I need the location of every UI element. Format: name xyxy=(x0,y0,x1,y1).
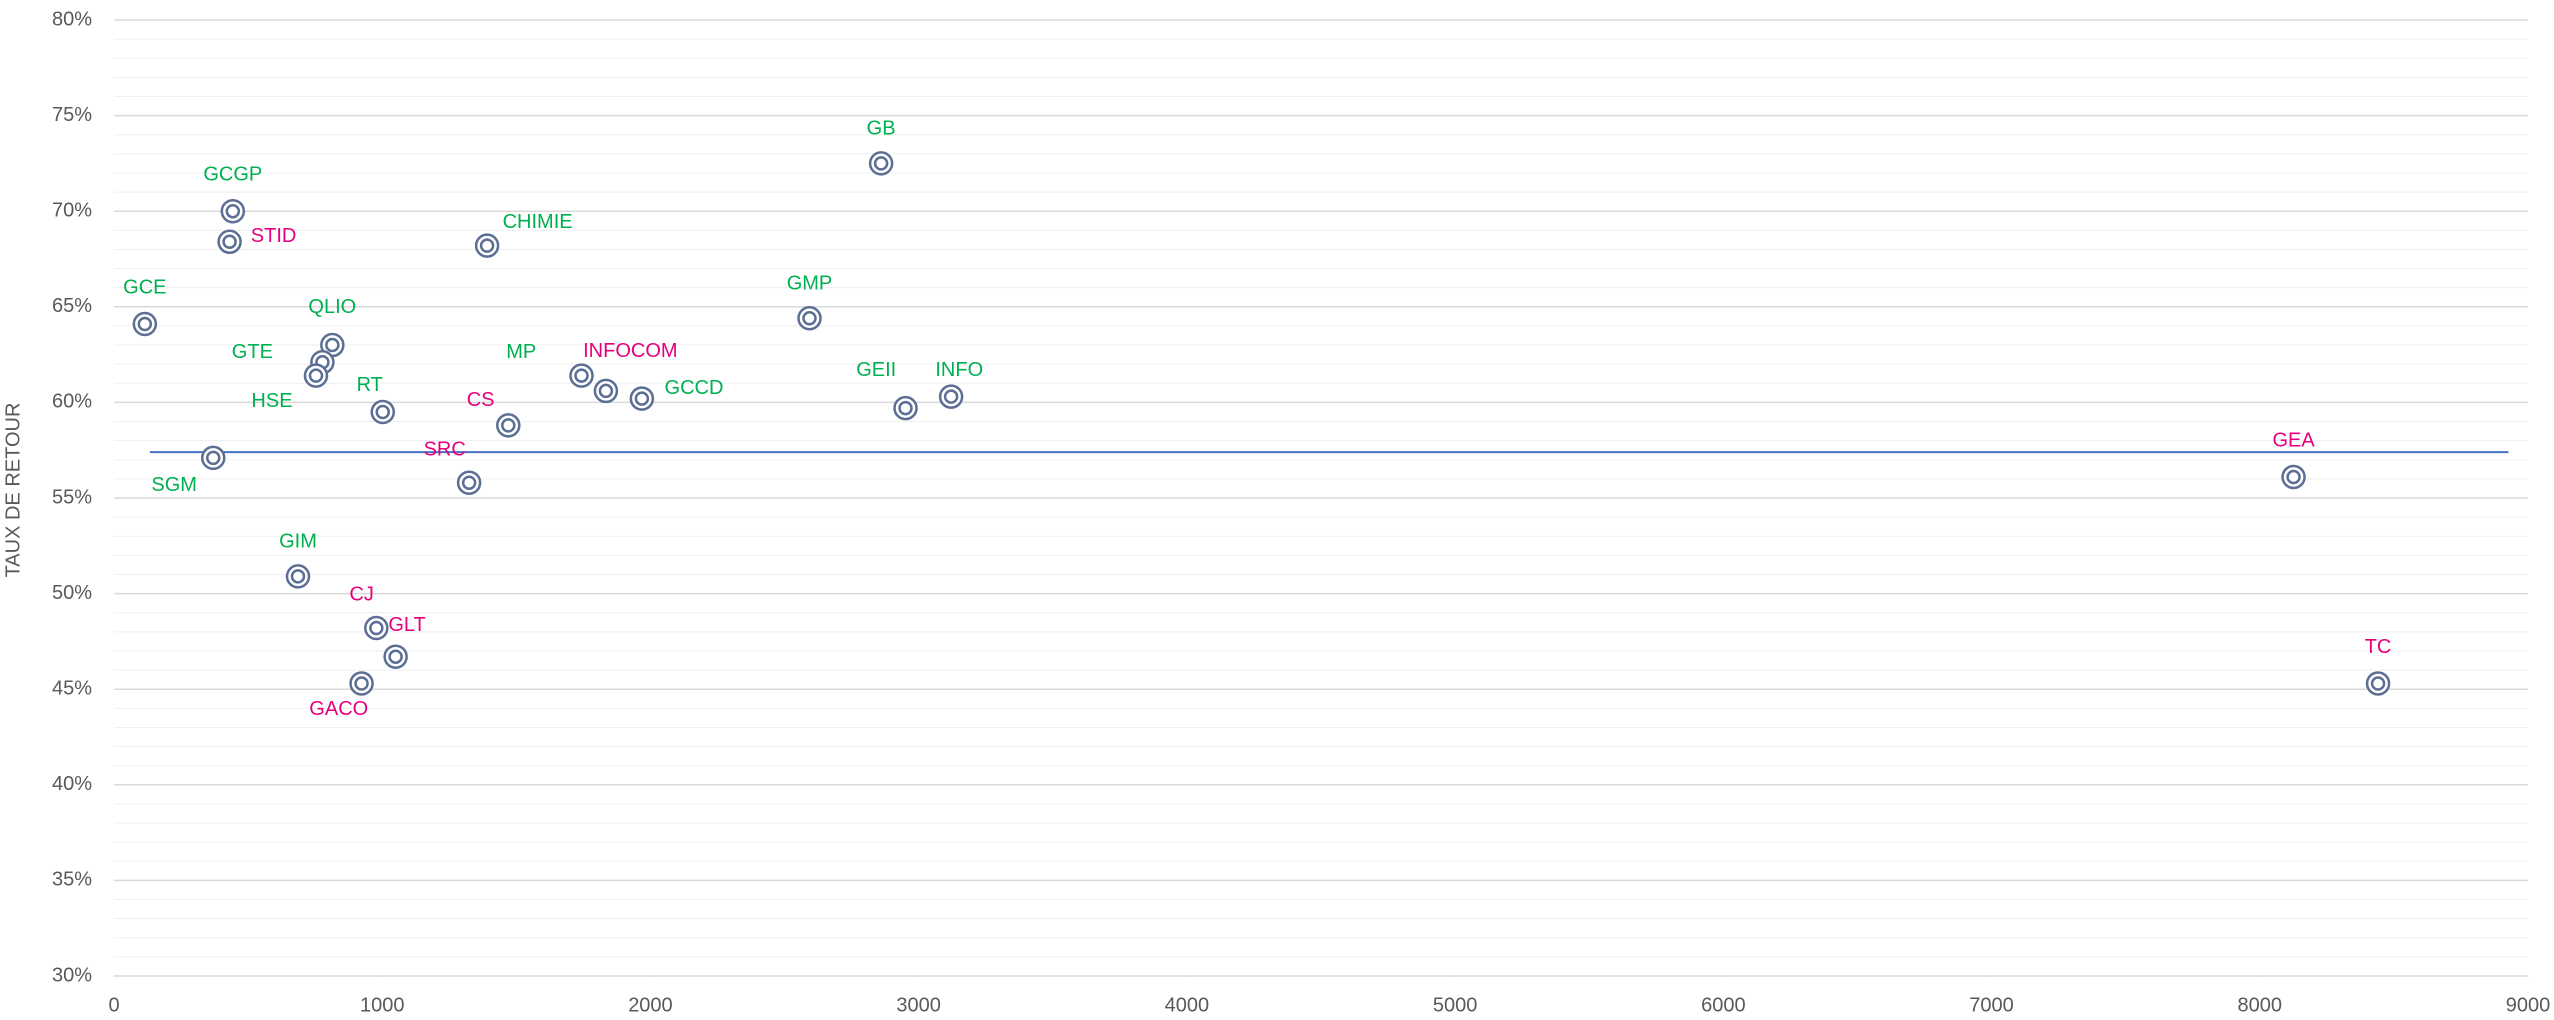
point-inner xyxy=(461,475,477,490)
point-inner xyxy=(290,569,306,584)
point xyxy=(220,198,246,224)
point-inner xyxy=(943,389,959,404)
point-label: STID xyxy=(251,225,297,247)
x-tick-label: 1000 xyxy=(360,994,405,1016)
y-tick-label: 70% xyxy=(52,199,92,221)
point-label: CHIMIE xyxy=(503,211,573,233)
point-label: RT xyxy=(357,374,383,396)
x-tick-label: 8000 xyxy=(2238,994,2283,1016)
point xyxy=(285,564,311,589)
point-inner xyxy=(308,368,324,383)
point-inner xyxy=(222,234,237,250)
y-tick-label: 30% xyxy=(52,964,92,986)
point-label: GB xyxy=(867,117,896,139)
point-inner xyxy=(137,316,153,332)
point xyxy=(797,306,822,331)
point-label: GACO xyxy=(309,698,368,720)
x-tick-label: 2000 xyxy=(628,994,673,1016)
point-label: GEA xyxy=(2272,429,2315,451)
point-label: GCCD xyxy=(665,377,724,399)
point-inner xyxy=(479,238,495,253)
point xyxy=(132,311,158,337)
x-tick-label: 9000 xyxy=(2506,994,2551,1016)
point-inner xyxy=(598,383,614,399)
point-inner xyxy=(354,676,369,691)
point xyxy=(868,151,894,176)
point xyxy=(200,445,226,471)
point-inner xyxy=(501,418,516,433)
x-tick-label: 0 xyxy=(108,994,119,1016)
point-label: SRC xyxy=(424,438,466,460)
x-tick-label: 3000 xyxy=(896,994,941,1016)
point-label: CS xyxy=(467,389,495,411)
point xyxy=(364,615,389,641)
point-label: INFOCOM xyxy=(583,340,677,362)
point xyxy=(2281,464,2306,490)
x-tick-label: 5000 xyxy=(1433,994,1478,1016)
point xyxy=(938,384,964,409)
point-inner xyxy=(2286,469,2301,485)
x-tick-label: 7000 xyxy=(1969,994,2014,1016)
y-axis-label: TAUX DE RETOUR xyxy=(2,403,24,578)
point-label: SGM xyxy=(151,474,197,496)
point-inner xyxy=(375,404,391,420)
point xyxy=(893,395,918,421)
point-label: GLT xyxy=(388,614,425,636)
point-label: GCGP xyxy=(203,164,262,186)
point-label: GMP xyxy=(787,272,833,294)
point-label: GIM xyxy=(279,530,317,552)
point xyxy=(303,363,329,388)
point-label: GCE xyxy=(123,276,166,298)
point-inner xyxy=(388,649,403,664)
point-inner xyxy=(574,368,589,383)
y-tick-label: 50% xyxy=(52,582,92,604)
point xyxy=(2365,671,2391,696)
point xyxy=(496,413,521,438)
point-inner xyxy=(873,156,889,171)
point-inner xyxy=(325,337,340,353)
point-label: CJ xyxy=(349,584,373,606)
point-inner xyxy=(225,203,241,219)
point-label: QLIO xyxy=(308,296,356,318)
point-inner xyxy=(898,400,913,416)
point xyxy=(593,378,619,404)
x-tick-label: 4000 xyxy=(1165,994,1210,1016)
y-tick-label: 45% xyxy=(52,677,92,699)
point-inner xyxy=(369,620,384,636)
point-label: INFO xyxy=(935,359,983,381)
point-label: GTE xyxy=(232,341,273,363)
point xyxy=(456,470,482,495)
point xyxy=(474,233,500,258)
y-tick-label: 75% xyxy=(52,104,92,126)
x-tick-label: 6000 xyxy=(1701,994,1746,1016)
point xyxy=(383,644,408,669)
y-tick-label: 55% xyxy=(52,486,92,508)
y-tick-label: 80% xyxy=(52,8,92,30)
y-tick-label: 60% xyxy=(52,391,92,413)
point-inner xyxy=(205,450,221,466)
y-tick-label: 40% xyxy=(52,773,92,795)
point-inner xyxy=(802,311,817,326)
y-tick-label: 35% xyxy=(52,869,92,891)
point-inner xyxy=(2370,676,2386,691)
point xyxy=(569,363,594,388)
point xyxy=(349,671,374,696)
point-label: MP xyxy=(506,341,536,363)
point xyxy=(629,386,655,411)
y-tick-label: 65% xyxy=(52,295,92,317)
point-inner xyxy=(634,391,650,406)
point-label: TC xyxy=(2365,636,2392,658)
point-label: HSE xyxy=(251,390,292,412)
point xyxy=(217,229,242,255)
point-label: GEII xyxy=(856,359,896,381)
point xyxy=(370,399,396,425)
